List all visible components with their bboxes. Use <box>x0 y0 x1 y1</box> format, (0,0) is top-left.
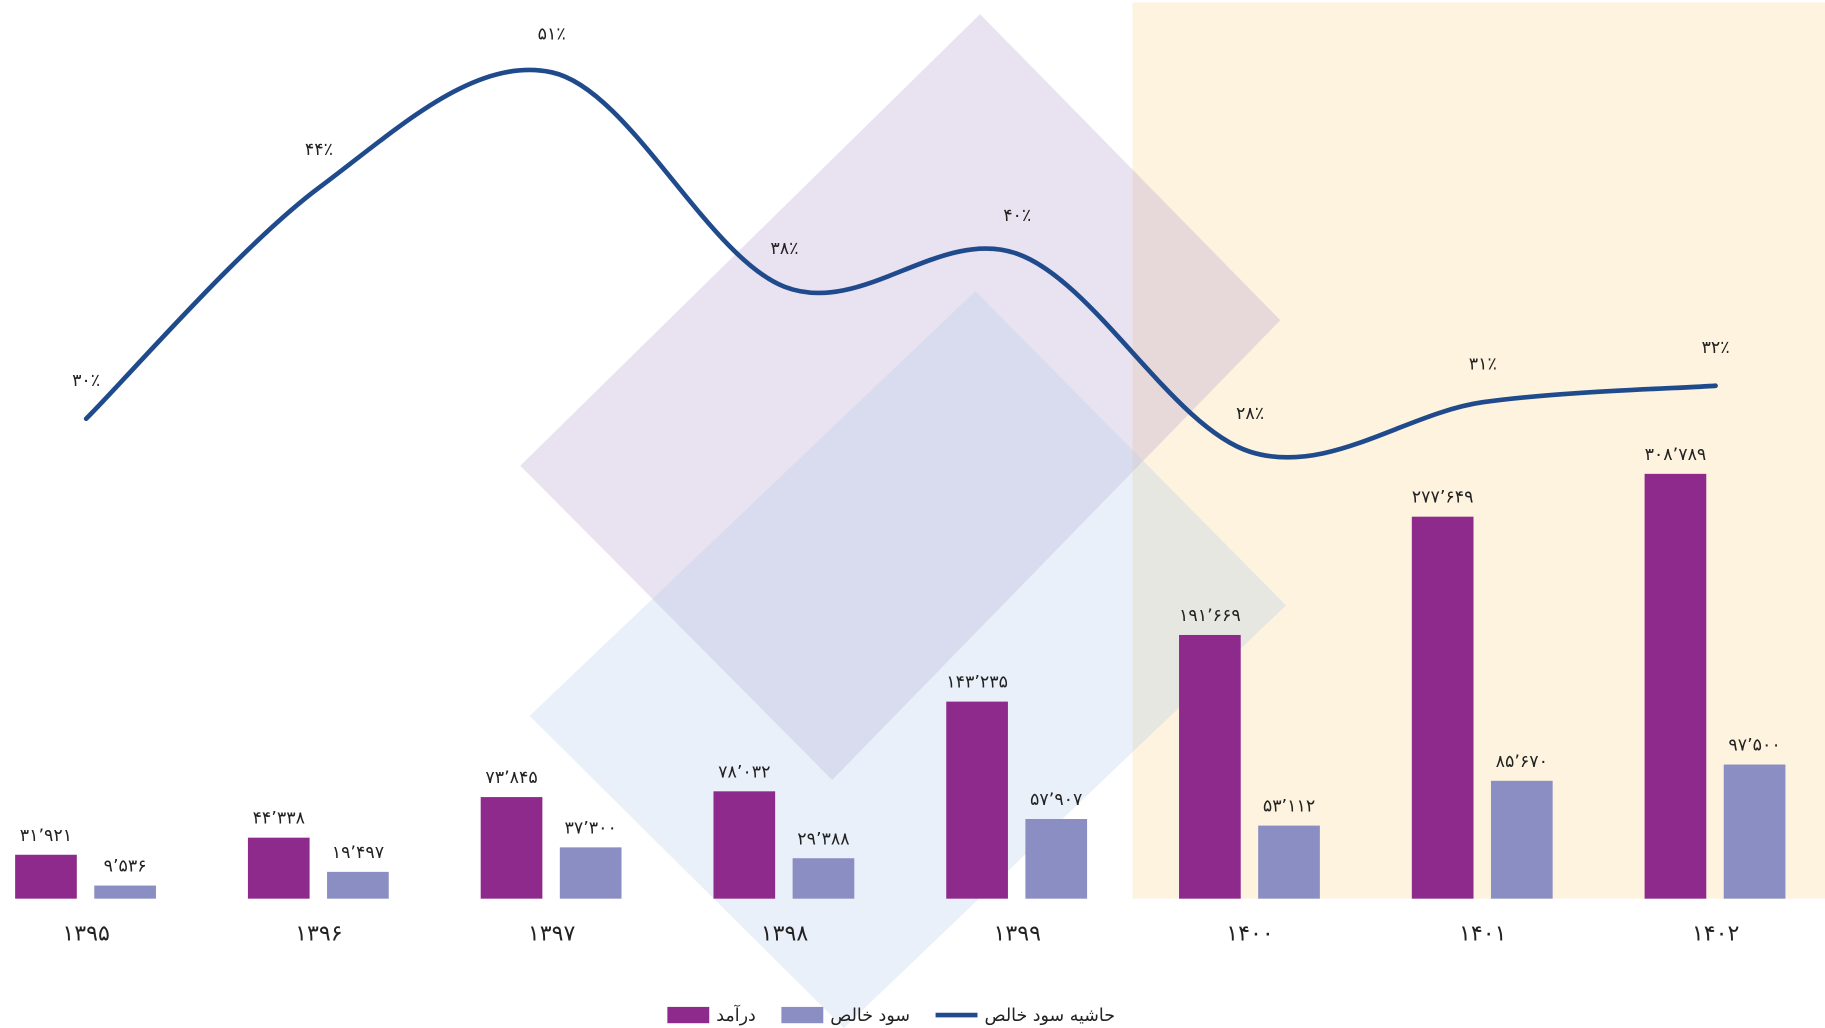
bar <box>1025 819 1088 899</box>
value-label: ۳۱٬۹۲۱ <box>20 826 72 846</box>
line-value-label: ۳۲٪ <box>1702 338 1730 358</box>
legend-label: حاشیه سود خالص <box>984 1006 1115 1026</box>
legend-swatch <box>667 1006 710 1024</box>
value-label: ۳۷٬۳۰۰ <box>564 818 616 838</box>
bar <box>94 885 156 899</box>
value-label: ۲۷۷٬۶۴۹ <box>1412 488 1474 508</box>
line-value-label: ۵۱٪ <box>538 25 566 45</box>
x-tick-label: ۱۴۰۲ <box>1692 921 1740 947</box>
value-label: ۳۰۸٬۷۸۹ <box>1645 445 1707 465</box>
bar <box>1179 634 1241 899</box>
value-label: ۷۸٬۰۳۲ <box>718 762 770 782</box>
bar <box>1411 516 1474 899</box>
bar <box>1644 473 1707 899</box>
line-value-label: ۳۰٪ <box>72 371 100 391</box>
bar <box>15 854 77 899</box>
value-label: ۱۴۳٬۲۳۵ <box>946 673 1008 693</box>
value-label: ۹۷٬۵۰۰ <box>1728 736 1780 756</box>
legend: حاشیه سود خالص سود خالص درآمد <box>667 1004 1115 1026</box>
value-label: ۲۹٬۳۸۸ <box>797 829 849 849</box>
decor-diamond <box>520 14 1281 780</box>
bar <box>1258 825 1320 899</box>
value-label: ۹٬۵۳۶ <box>104 857 147 877</box>
x-tick-label: ۱۳۹۸ <box>761 921 809 947</box>
margin-line <box>83 67 1718 460</box>
value-label: ۸۵٬۶۷۰ <box>1496 752 1548 772</box>
bar <box>247 837 310 899</box>
line-value-label: ۴۰٪ <box>1003 206 1031 226</box>
value-label: ۴۴٬۳۳۸ <box>253 809 305 829</box>
bar <box>1490 780 1553 899</box>
legend-label: سود خالص <box>830 1006 910 1026</box>
x-tick-label: ۱۳۹۵ <box>62 921 110 947</box>
bar <box>327 871 389 899</box>
line-value-label: ۳۱٪ <box>1469 355 1497 375</box>
line-value-label: ۳۸٪ <box>770 239 798 259</box>
bar <box>946 701 1008 899</box>
x-tick-label: ۱۴۰۰ <box>1226 921 1274 947</box>
line-value-label: ۴۴٪ <box>305 140 333 160</box>
bar <box>792 858 855 899</box>
legend-label: درآمد <box>716 1004 756 1026</box>
bar <box>559 847 622 899</box>
x-tick-label: ۱۴۰۱ <box>1459 921 1507 947</box>
x-tick-label: ۱۳۹۶ <box>295 921 343 947</box>
value-label: ۵۷٬۹۰۷ <box>1030 790 1082 810</box>
value-label: ۵۳٬۱۱۲ <box>1263 797 1315 817</box>
x-tick-label: ۱۳۹۹ <box>993 921 1041 947</box>
bar <box>1723 764 1786 899</box>
x-tick-label: ۱۳۹۷ <box>528 921 576 947</box>
bar <box>713 791 776 899</box>
value-label: ۱۹٬۴۹۷ <box>332 843 384 863</box>
line-value-label: ۲۸٪ <box>1236 404 1264 424</box>
legend-swatch <box>781 1006 824 1024</box>
value-label: ۷۳٬۸۴۵ <box>485 768 537 788</box>
bar <box>480 797 543 899</box>
value-label: ۱۹۱٬۶۶۹ <box>1179 606 1241 626</box>
